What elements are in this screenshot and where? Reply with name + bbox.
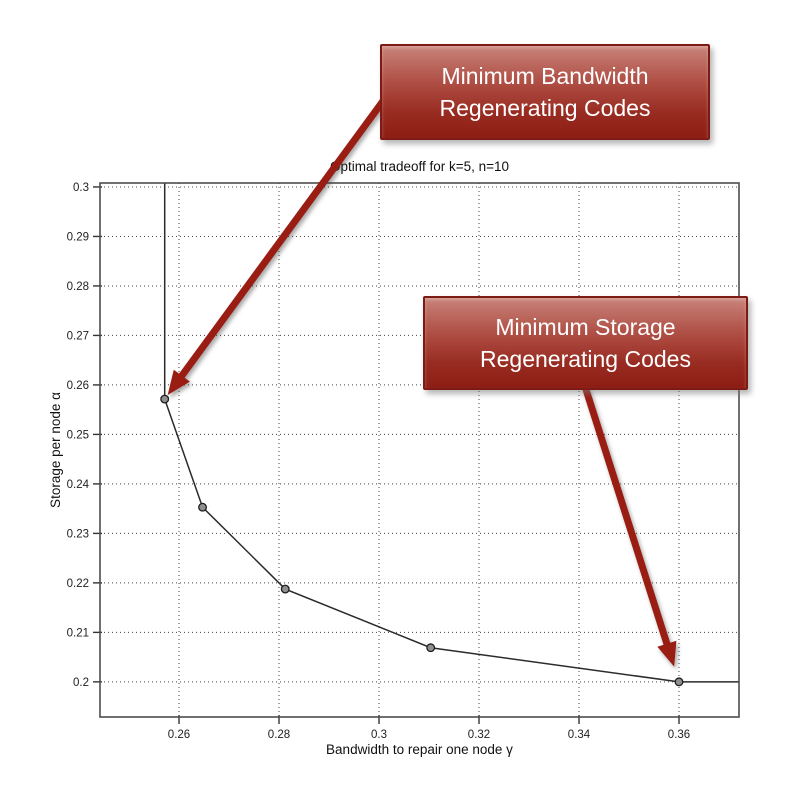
data-point-marker <box>674 677 684 687</box>
data-point-marker <box>160 394 170 404</box>
x-tick-label: 0.36 <box>668 729 690 741</box>
y-axis-label: Storage per node α <box>48 392 63 508</box>
x-tick-label: 0.3 <box>371 729 387 741</box>
annotation-arrow-msr <box>582 386 677 667</box>
axes-box <box>99 182 740 718</box>
y-tick-label: 0.27 <box>67 330 89 342</box>
chart-title: Optimal tradeoff for k=5, n=10 <box>330 159 509 174</box>
data-point-marker <box>198 502 207 512</box>
y-tick-label: 0.22 <box>67 578 89 590</box>
y-tick-label: 0.2 <box>73 677 89 689</box>
y-tick-label: 0.26 <box>67 380 89 392</box>
x-tick-label: 0.32 <box>468 729 490 741</box>
y-tick-label: 0.25 <box>67 429 89 441</box>
callout-mbr-line1: Minimum Bandwidth <box>441 62 649 89</box>
callout-minimum-storage: Minimum Storage Regenerating Codes <box>423 296 748 390</box>
x-tick-label: 0.28 <box>268 729 290 741</box>
x-tick-label: 0.34 <box>568 729 591 741</box>
x-tick-label: 0.26 <box>168 729 190 741</box>
callout-mbr-line2: Regenerating Codes <box>439 95 651 121</box>
y-tick-label: 0.23 <box>67 528 89 540</box>
y-tick-label: 0.21 <box>67 627 89 639</box>
callout-msr-line1: Minimum Storage <box>495 313 676 340</box>
y-tick-label: 0.24 <box>67 479 90 491</box>
data-point-marker <box>280 584 290 594</box>
x-axis-label: Bandwidth to repair one node γ <box>326 742 513 757</box>
y-tick-label: 0.28 <box>67 281 89 293</box>
callout-msr-line2: Regenerating Codes <box>480 346 691 372</box>
y-tick-label: 0.29 <box>67 231 89 243</box>
y-tick-label: 0.3 <box>73 182 89 194</box>
data-point-marker <box>426 643 436 653</box>
annotation-arrow-mbr <box>167 97 387 396</box>
callout-minimum-bandwidth: Minimum Bandwidth Regenerating Codes <box>380 44 710 140</box>
